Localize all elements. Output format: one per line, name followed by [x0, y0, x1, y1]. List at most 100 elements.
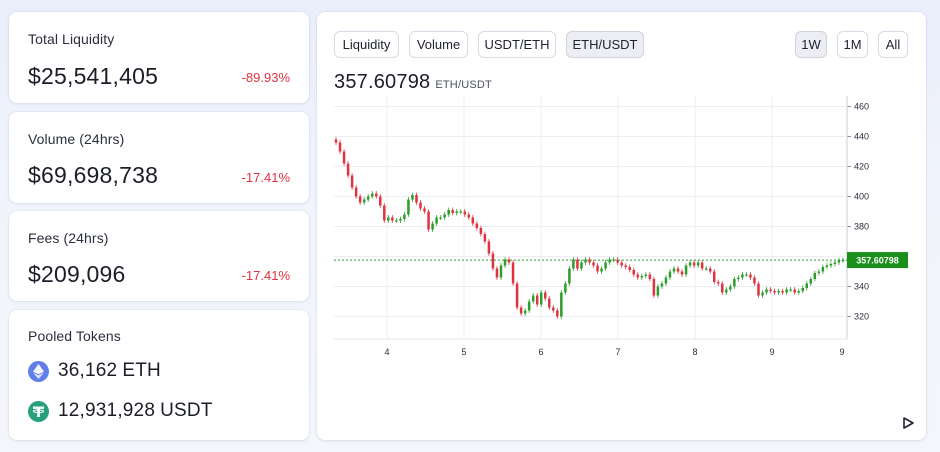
- fees-value: $209,096: [28, 261, 126, 287]
- x-tick-label: 6: [538, 347, 543, 357]
- total-liquidity-value: $25,541,405: [28, 63, 159, 89]
- candle: [362, 199, 366, 203]
- candle: [552, 307, 555, 311]
- fees-label: Fees (24hrs): [28, 230, 109, 246]
- pooled-tokens-label: Pooled Tokens: [28, 328, 121, 344]
- candle: [805, 283, 809, 288]
- y-tick-label: 320: [854, 312, 869, 322]
- tab-usdt-eth[interactable]: USDT/ETH: [478, 31, 556, 58]
- candle: [765, 289, 768, 293]
- candle: [789, 289, 792, 291]
- eth-symbol: ETH: [122, 360, 161, 381]
- candle: [813, 273, 817, 279]
- pooled-tokens-card: Pooled Tokens 36,162 ETH 12,931,928 USDT: [9, 310, 309, 440]
- candle: [700, 262, 704, 269]
- candle: [660, 283, 664, 287]
- candle: [620, 262, 623, 266]
- candle: [455, 211, 458, 213]
- candle: [527, 301, 531, 311]
- candle: [656, 286, 660, 296]
- candle: [588, 259, 591, 263]
- tab-liquidity[interactable]: Liquidity: [334, 31, 399, 58]
- tab-eth-usdt[interactable]: ETH/USDT: [566, 31, 644, 58]
- candle: [342, 151, 346, 164]
- candle: [511, 262, 515, 284]
- candle: [741, 274, 744, 278]
- candle: [507, 259, 511, 263]
- candle: [535, 295, 539, 305]
- x-tick-label: 9: [839, 347, 844, 357]
- token-row-eth: 36,162 ETH: [28, 359, 161, 383]
- candle: [548, 298, 551, 308]
- candle: [793, 289, 796, 293]
- candle: [676, 268, 680, 272]
- candle: [523, 310, 527, 314]
- candle: [684, 265, 688, 275]
- candle: [769, 289, 772, 291]
- candle: [395, 220, 398, 222]
- range-all-button[interactable]: All: [878, 31, 908, 58]
- candle: [479, 228, 483, 234]
- current-price-tag: [847, 252, 908, 269]
- candle: [729, 286, 732, 290]
- candle: [560, 292, 563, 317]
- candle: [777, 291, 780, 293]
- candle: [737, 277, 740, 279]
- candle: [825, 265, 829, 267]
- candle: [672, 268, 676, 272]
- total-liquidity-card: Total Liquidity $25,541,405 -89.93%: [9, 12, 309, 103]
- candle: [717, 282, 720, 284]
- candle: [431, 223, 434, 230]
- candle: [785, 289, 788, 293]
- x-tick-label: 5: [461, 347, 466, 357]
- candle: [688, 262, 692, 266]
- candle: [841, 260, 845, 262]
- candle: [712, 271, 716, 282]
- candle: [817, 271, 821, 273]
- candle: [745, 274, 748, 276]
- candle: [375, 193, 378, 197]
- y-tick-label: 400: [854, 192, 869, 202]
- candle: [580, 262, 583, 269]
- range-1m-button[interactable]: 1M: [837, 31, 868, 58]
- candle: [616, 259, 619, 263]
- candle: [539, 292, 543, 305]
- candle: [427, 211, 430, 230]
- candle: [439, 217, 442, 219]
- candle: [531, 295, 535, 302]
- candle: [379, 196, 382, 206]
- candle: [543, 292, 547, 299]
- candle: [652, 279, 656, 296]
- candle: [338, 142, 342, 152]
- range-1w-button[interactable]: 1W: [795, 31, 827, 58]
- candle: [391, 217, 394, 221]
- current-price-value: 357.60798: [334, 71, 431, 93]
- x-tick-label: 9: [769, 347, 774, 357]
- candle: [680, 271, 684, 275]
- play-icon[interactable]: [901, 416, 915, 430]
- usdt-symbol: USDT: [160, 400, 213, 421]
- candle: [403, 214, 406, 219]
- candle: [821, 267, 825, 272]
- candle: [640, 276, 644, 278]
- price-chart[interactable]: 4567899460440420400380360340320357.60798: [317, 12, 926, 440]
- candle: [471, 217, 475, 224]
- candle: [459, 211, 462, 213]
- candle: [753, 277, 756, 284]
- volume-card: Volume (24hrs) $69,698,738 -17.41%: [9, 112, 309, 203]
- candle: [407, 199, 410, 215]
- volume-label: Volume (24hrs): [28, 131, 125, 147]
- candle: [419, 202, 422, 209]
- candle: [568, 268, 571, 284]
- candle: [632, 270, 636, 275]
- current-price-tag-label: 357.60798: [856, 256, 899, 266]
- candle: [600, 268, 603, 272]
- total-liquidity-change: -89.93%: [241, 70, 290, 85]
- candle: [346, 163, 350, 176]
- chart-panel: Liquidity Volume USDT/ETH ETH/USDT 1W 1M…: [317, 12, 926, 440]
- current-price-unit: ETH/USDT: [435, 79, 492, 91]
- candle: [411, 195, 414, 200]
- tab-volume[interactable]: Volume: [409, 31, 468, 58]
- candle: [475, 223, 479, 228]
- candle: [495, 268, 499, 278]
